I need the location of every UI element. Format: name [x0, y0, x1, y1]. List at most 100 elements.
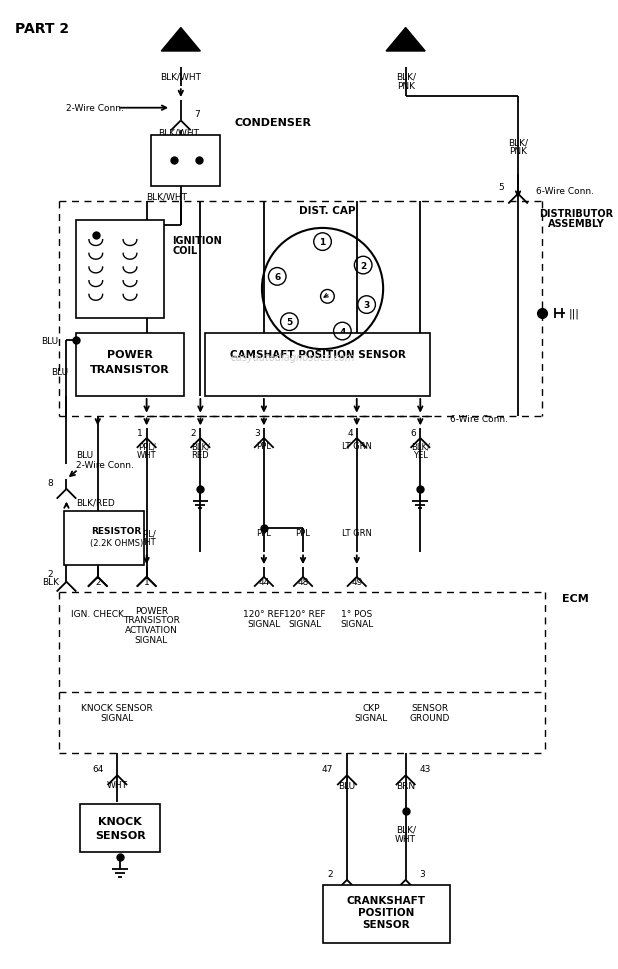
Text: BLK/: BLK/ [396, 825, 416, 833]
Text: YEL: YEL [413, 451, 428, 459]
Text: 2: 2 [191, 428, 197, 437]
Text: 3: 3 [254, 428, 260, 437]
Text: 47: 47 [322, 765, 333, 773]
Text: 3: 3 [363, 300, 370, 310]
Text: PNK: PNK [397, 81, 415, 91]
Text: 6: 6 [274, 272, 281, 282]
Text: CONDENSER: CONDENSER [235, 118, 311, 128]
Text: KNOCK SENSOR: KNOCK SENSOR [82, 703, 153, 712]
Text: 5: 5 [286, 318, 292, 327]
Bar [151, 136, 220, 187]
Text: BLK/: BLK/ [191, 442, 210, 451]
Text: 4: 4 [339, 328, 345, 336]
Text: CAMSHAFT POSITION SENSOR: CAMSHAFT POSITION SENSOR [230, 350, 405, 359]
Text: PPL/: PPL/ [138, 442, 156, 451]
Bar [205, 333, 430, 396]
Text: 4: 4 [347, 428, 353, 437]
Text: BLK/RED: BLK/RED [76, 497, 115, 507]
Text: POWER: POWER [135, 606, 168, 615]
Polygon shape [161, 28, 200, 52]
Text: 7: 7 [195, 109, 200, 119]
Text: PART 2: PART 2 [15, 21, 69, 36]
Text: easyautodiagnostics.com: easyautodiagnostics.com [231, 353, 355, 362]
Text: DIST. CAP: DIST. CAP [299, 206, 356, 216]
Text: (2.2K OHMS): (2.2K OHMS) [90, 539, 143, 547]
Text: RESISTOR: RESISTOR [91, 527, 142, 536]
Text: BLK/: BLK/ [411, 442, 430, 451]
Text: BRN: BRN [396, 781, 415, 790]
Text: SIGNAL: SIGNAL [135, 636, 168, 644]
Text: SIGNAL: SIGNAL [340, 619, 373, 629]
Text: BLK/WHT: BLK/WHT [146, 192, 188, 201]
Text: IGN. CHECK: IGN. CHECK [71, 610, 124, 619]
Text: PNK: PNK [509, 147, 527, 156]
Text: BLK/WHT: BLK/WHT [160, 73, 201, 81]
Text: PPL/: PPL/ [138, 529, 156, 538]
Text: 120° REF: 120° REF [243, 610, 285, 619]
Bar [76, 333, 184, 396]
Text: 2-Wire Conn.: 2-Wire Conn. [67, 104, 124, 113]
Text: SIGNAL: SIGNAL [289, 619, 321, 629]
Text: ASSEMBLY: ASSEMBLY [548, 219, 605, 229]
Bar [76, 221, 164, 319]
Text: TRANSISTOR: TRANSISTOR [90, 364, 170, 374]
Text: BLU: BLU [51, 367, 68, 377]
Text: WHT: WHT [395, 834, 416, 843]
Bar [323, 885, 450, 944]
Text: A: A [176, 34, 185, 47]
Text: SIGNAL: SIGNAL [247, 619, 281, 629]
Text: BLU: BLU [339, 781, 355, 790]
Text: ECM: ECM [562, 594, 589, 604]
Text: LT GRN: LT GRN [342, 442, 371, 451]
Text: POSITION: POSITION [358, 907, 414, 918]
Text: 2: 2 [328, 868, 333, 878]
Text: BLU: BLU [76, 451, 93, 459]
Text: ACTIVATION: ACTIVATION [125, 625, 178, 635]
Text: 1: 1 [137, 428, 143, 437]
Text: 120° REF: 120° REF [284, 610, 326, 619]
Text: PPL: PPL [295, 529, 310, 538]
Text: COIL: COIL [172, 246, 197, 256]
Text: SENSOR: SENSOR [362, 919, 410, 929]
Text: 8: 8 [47, 478, 53, 487]
Text: WHT: WHT [137, 451, 156, 459]
Text: WHT: WHT [137, 538, 156, 547]
Text: RED: RED [192, 451, 209, 459]
Text: 1: 1 [144, 578, 150, 586]
Text: DISTRIBUTOR: DISTRIBUTOR [540, 209, 614, 219]
Text: 48: 48 [297, 578, 308, 586]
Text: 1: 1 [320, 237, 326, 247]
Text: TRANSISTOR: TRANSISTOR [123, 615, 180, 625]
Text: SENSOR: SENSOR [95, 830, 146, 840]
Text: 49: 49 [351, 578, 362, 586]
Text: BLU: BLU [41, 336, 59, 346]
Text: 2: 2 [360, 262, 366, 270]
Text: POWER: POWER [107, 350, 153, 359]
Polygon shape [386, 28, 425, 52]
Text: BLK/: BLK/ [508, 139, 528, 147]
Text: SENSOR: SENSOR [412, 703, 449, 712]
Text: 64: 64 [92, 765, 104, 773]
Text: BLK/WHT: BLK/WHT [158, 129, 200, 138]
Text: 2: 2 [47, 570, 53, 578]
Text: IGNITION: IGNITION [172, 235, 222, 245]
Text: 2: 2 [95, 578, 101, 586]
Text: SIGNAL: SIGNAL [355, 713, 388, 722]
Text: 6-Wire Conn.: 6-Wire Conn. [450, 415, 507, 423]
Text: BLK: BLK [42, 578, 59, 586]
Text: GROUND: GROUND [410, 713, 451, 722]
Text: LT GRN: LT GRN [342, 529, 371, 538]
Text: B: B [401, 34, 410, 47]
Text: 1° POS: 1° POS [341, 610, 373, 619]
Text: SIGNAL: SIGNAL [101, 713, 134, 722]
Text: 43: 43 [419, 765, 431, 773]
Text: 6: 6 [410, 428, 417, 437]
Text: WHT: WHT [107, 780, 128, 789]
Bar [64, 512, 143, 566]
Text: CRANKSHAFT: CRANKSHAFT [347, 895, 426, 905]
Text: 2-Wire Conn.: 2-Wire Conn. [76, 460, 134, 469]
Text: 44: 44 [258, 578, 269, 586]
Text: BLK/: BLK/ [396, 73, 416, 81]
Text: |||: ||| [569, 308, 580, 319]
Text: 3: 3 [419, 868, 425, 878]
